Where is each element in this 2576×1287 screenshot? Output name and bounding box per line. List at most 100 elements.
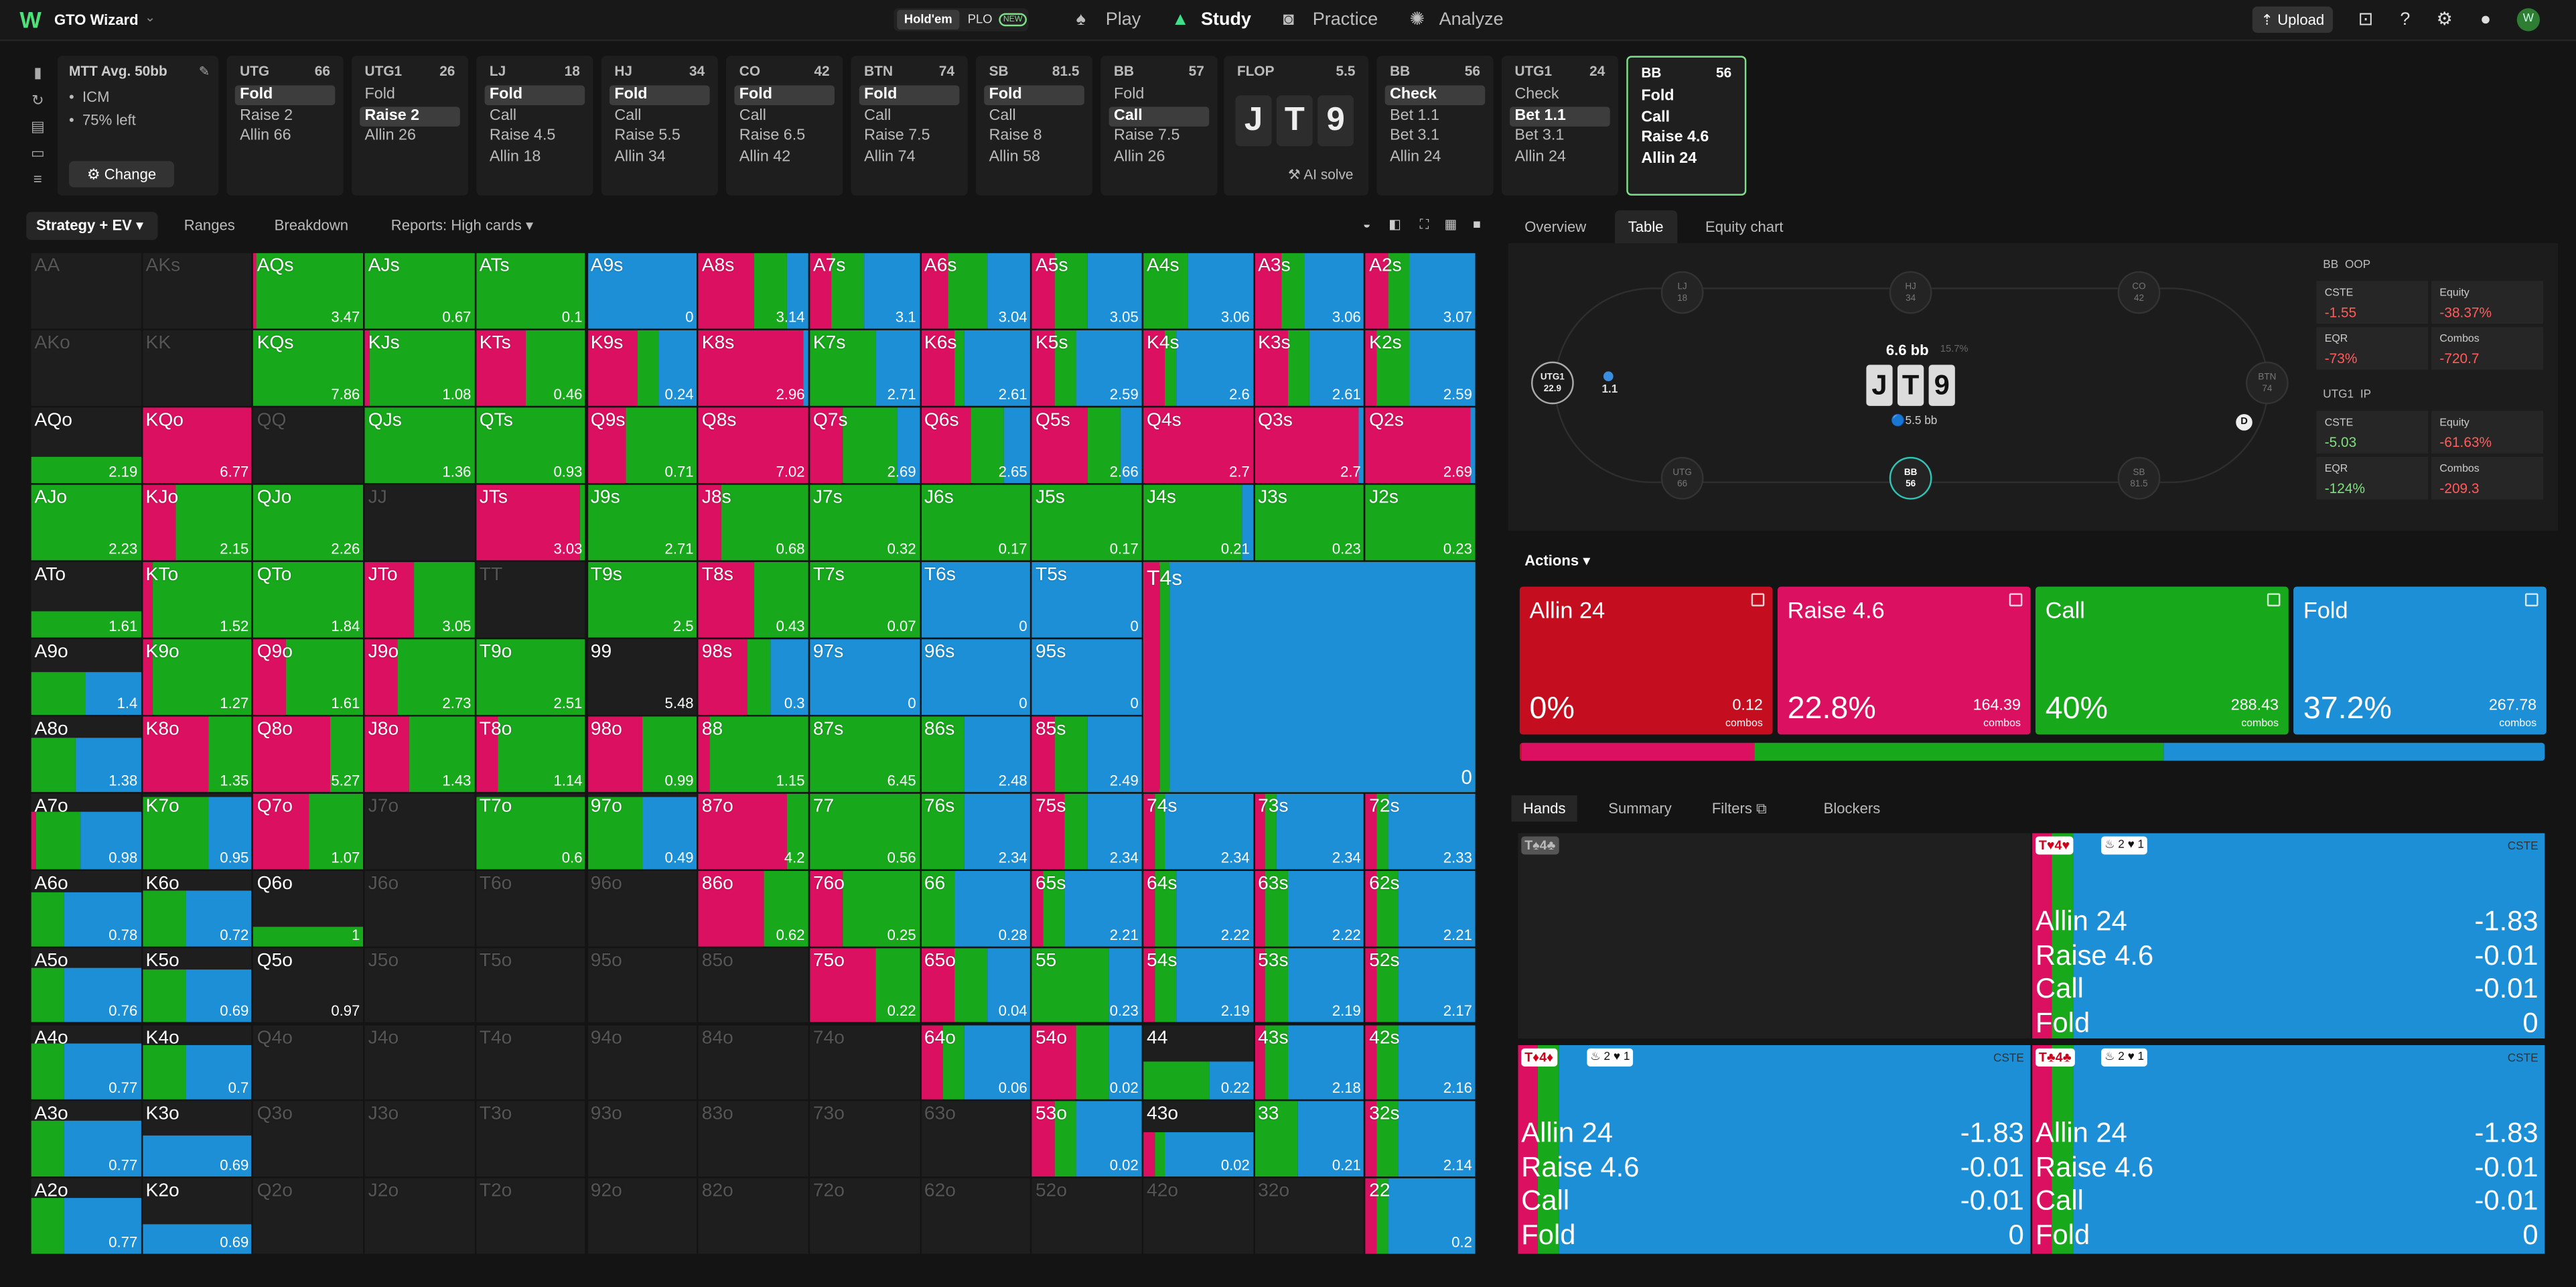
hand-cell-selected[interactable]: T4s 0 (1143, 561, 1476, 792)
hand-cell[interactable]: QJs 1.36 (364, 407, 475, 483)
actions-header[interactable]: Actions ▾ (1524, 552, 1591, 569)
hand-cell[interactable]: A4o 0.77 (31, 1024, 141, 1100)
save-icon[interactable]: ▤ (30, 118, 45, 135)
hand-cell[interactable]: 44 0.22 (1143, 1024, 1253, 1100)
hand-cell[interactable]: 75s 2.34 (1032, 793, 1142, 869)
hand-cell[interactable]: 98o 0.99 (587, 716, 697, 792)
hand-combo-card[interactable]: T♦4♦ ♨ 2 ♥ 1 CSTE Allin 24 -1.83 Raise 4.6 -0.… (1518, 1044, 2031, 1254)
hand-cell[interactable]: K7s 2.71 (809, 330, 920, 406)
square-view-icon[interactable]: ■ (1473, 216, 1482, 232)
hand-cell[interactable]: 52s 2.17 (1366, 947, 1476, 1023)
hand-cell[interactable]: A6s 3.04 (921, 253, 1031, 329)
hand-cell[interactable]: 65s 2.21 (1032, 870, 1142, 946)
action-item[interactable]: Allin 34 (614, 147, 666, 166)
hand-cell[interactable]: ATs 0.1 (476, 253, 586, 329)
action-item[interactable]: Bet 3.1 (1390, 127, 1439, 145)
hand-cell[interactable]: AJo 2.23 (31, 484, 141, 560)
action-item[interactable]: Allin 24 (1390, 147, 1441, 166)
seat-lj[interactable]: LJ 18 (1660, 271, 1704, 314)
tab-equity-chart[interactable]: Equity chart (1705, 218, 1784, 235)
hand-cell[interactable]: 76s 2.34 (921, 793, 1031, 869)
hand-cell[interactable]: J7o (364, 793, 475, 869)
hand-cell[interactable]: 72s 2.33 (1366, 793, 1476, 869)
hand-cell[interactable]: K4s 2.6 (1143, 330, 1253, 406)
action-card-utg1[interactable]: UTG1 26 Fold Raise 2 Allin 26 (351, 56, 469, 196)
hand-cell[interactable]: K6s 2.61 (921, 330, 1031, 406)
hand-cell[interactable]: 53s 2.19 (1255, 947, 1364, 1023)
hand-cell[interactable]: QQ (253, 407, 364, 483)
hand-cell[interactable]: 97o 0.49 (587, 793, 697, 869)
tab-strategy-ev[interactable]: Strategy + EV ▾ (35, 216, 144, 234)
hand-cell[interactable]: K5o 0.69 (142, 947, 253, 1023)
action-item[interactable]: Fold (984, 85, 1084, 105)
hand-cell[interactable]: A2o 0.77 (31, 1178, 141, 1255)
hand-cell[interactable]: A2s 3.07 (1366, 253, 1476, 329)
nav-play[interactable]: ♠ Play (1076, 7, 1141, 33)
action-item[interactable]: Raise 7.5 (1113, 127, 1180, 145)
action-item[interactable]: Call (864, 106, 891, 125)
hand-cell[interactable]: J3s 0.23 (1255, 484, 1364, 560)
hand-cell[interactable]: QTo 1.84 (253, 561, 364, 638)
hand-cell[interactable]: KJo 2.15 (142, 484, 253, 560)
hand-cell[interactable]: T9o 2.51 (476, 638, 586, 715)
hand-cell[interactable]: 33 0.21 (1255, 1101, 1364, 1178)
action-card-bb[interactable]: BB 56 Check Bet 1.1 Bet 3.1 Allin 24 (1376, 56, 1494, 196)
hand-cell[interactable]: 87o 4.2 (698, 793, 808, 869)
hand-cell[interactable]: J4s 0.21 (1143, 484, 1253, 560)
hand-cell[interactable]: A6o 0.78 (31, 870, 141, 946)
action-item[interactable]: Fold (734, 85, 835, 105)
hand-cell[interactable]: K9o 1.27 (142, 638, 253, 715)
hand-cell[interactable]: Q5o 0.97 (253, 947, 364, 1023)
tab-summary[interactable]: Summary (1608, 800, 1672, 817)
hand-cell[interactable]: 42s 2.16 (1366, 1024, 1476, 1100)
action-card-sb[interactable]: SB 81.5 Fold Call Raise 8 Allin 58 (975, 56, 1093, 196)
hand-cell[interactable]: 95o (587, 947, 697, 1023)
hand-cell[interactable]: T4o (476, 1024, 586, 1100)
hand-cell[interactable]: Q3s 2.7 (1255, 407, 1364, 483)
logo-icon[interactable]: W (19, 6, 42, 33)
hand-cell[interactable]: AJs 0.67 (364, 253, 475, 329)
action-card-bb[interactable]: BB 57 Fold Call Raise 7.5 Allin 26 (1100, 56, 1218, 196)
chevron-down-icon[interactable]: ⌄ (144, 9, 156, 25)
hand-cell[interactable]: 54o 0.02 (1032, 1024, 1142, 1100)
hand-cell[interactable]: J5s 0.17 (1032, 484, 1142, 560)
hand-cell[interactable]: Q9s 0.71 (587, 407, 697, 483)
hand-cell[interactable]: 64o 0.06 (921, 1024, 1031, 1100)
action-item[interactable]: Allin 24 (1514, 147, 1566, 166)
hand-cell[interactable]: QJo 2.26 (253, 484, 364, 560)
hand-cell[interactable]: J4o (364, 1024, 475, 1100)
action-item[interactable]: Fold (859, 85, 960, 105)
mode-holdem[interactable]: Hold'em (897, 9, 960, 30)
hand-cell[interactable]: K3o 0.69 (142, 1101, 253, 1178)
hand-cell[interactable]: K8o 1.35 (142, 716, 253, 792)
hand-cell[interactable]: AA (31, 253, 141, 329)
seat-co[interactable]: CO 42 (2117, 271, 2161, 314)
upload-button[interactable]: ⇡ Upload (2252, 6, 2333, 33)
hand-cell[interactable]: KQo 6.77 (142, 407, 253, 483)
hand-cell[interactable]: 62s 2.21 (1366, 870, 1476, 946)
action-item[interactable]: Call (1641, 107, 1670, 126)
hand-cell[interactable]: ATo 1.61 (31, 561, 141, 638)
hand-combo-card[interactable]: T♠4♣ (1518, 833, 2031, 1039)
hand-cell[interactable]: J6o (364, 870, 475, 946)
hand-cell[interactable]: 54s 2.19 (1143, 947, 1253, 1023)
hand-cell[interactable]: 43o 0.02 (1143, 1101, 1253, 1178)
action-box-0[interactable]: Allin 24 0% 0.12 combos (1519, 586, 1773, 735)
hand-cell[interactable]: A4s 3.06 (1143, 253, 1253, 329)
hand-cell[interactable]: 82o (698, 1178, 808, 1255)
hand-cell[interactable]: 32o (1255, 1178, 1364, 1255)
reset-icon[interactable]: ↻ (31, 92, 44, 109)
action-card-utg1[interactable]: UTG1 24 Check Bet 1.1 Bet 3.1 Allin 24 (1501, 56, 1619, 196)
hand-cell[interactable]: J8s 0.68 (698, 484, 808, 560)
hand-cell[interactable]: 53o 0.02 (1032, 1101, 1142, 1178)
hand-cell[interactable]: 76o 0.25 (809, 870, 920, 946)
hand-cell[interactable]: 32s 2.14 (1366, 1101, 1476, 1178)
hand-cell[interactable]: Q7s 2.69 (809, 407, 920, 483)
hand-cell[interactable]: Q5s 2.66 (1032, 407, 1142, 483)
hand-cell[interactable]: 65o 0.04 (921, 947, 1031, 1023)
change-button[interactable]: ⚙ Change (69, 161, 174, 188)
hand-cell[interactable]: JTs 3.03 (476, 484, 586, 560)
hand-cell[interactable]: 94o (587, 1024, 697, 1100)
hand-cell[interactable]: AKs (142, 253, 253, 329)
hand-cell[interactable]: K2s 2.59 (1366, 330, 1476, 406)
